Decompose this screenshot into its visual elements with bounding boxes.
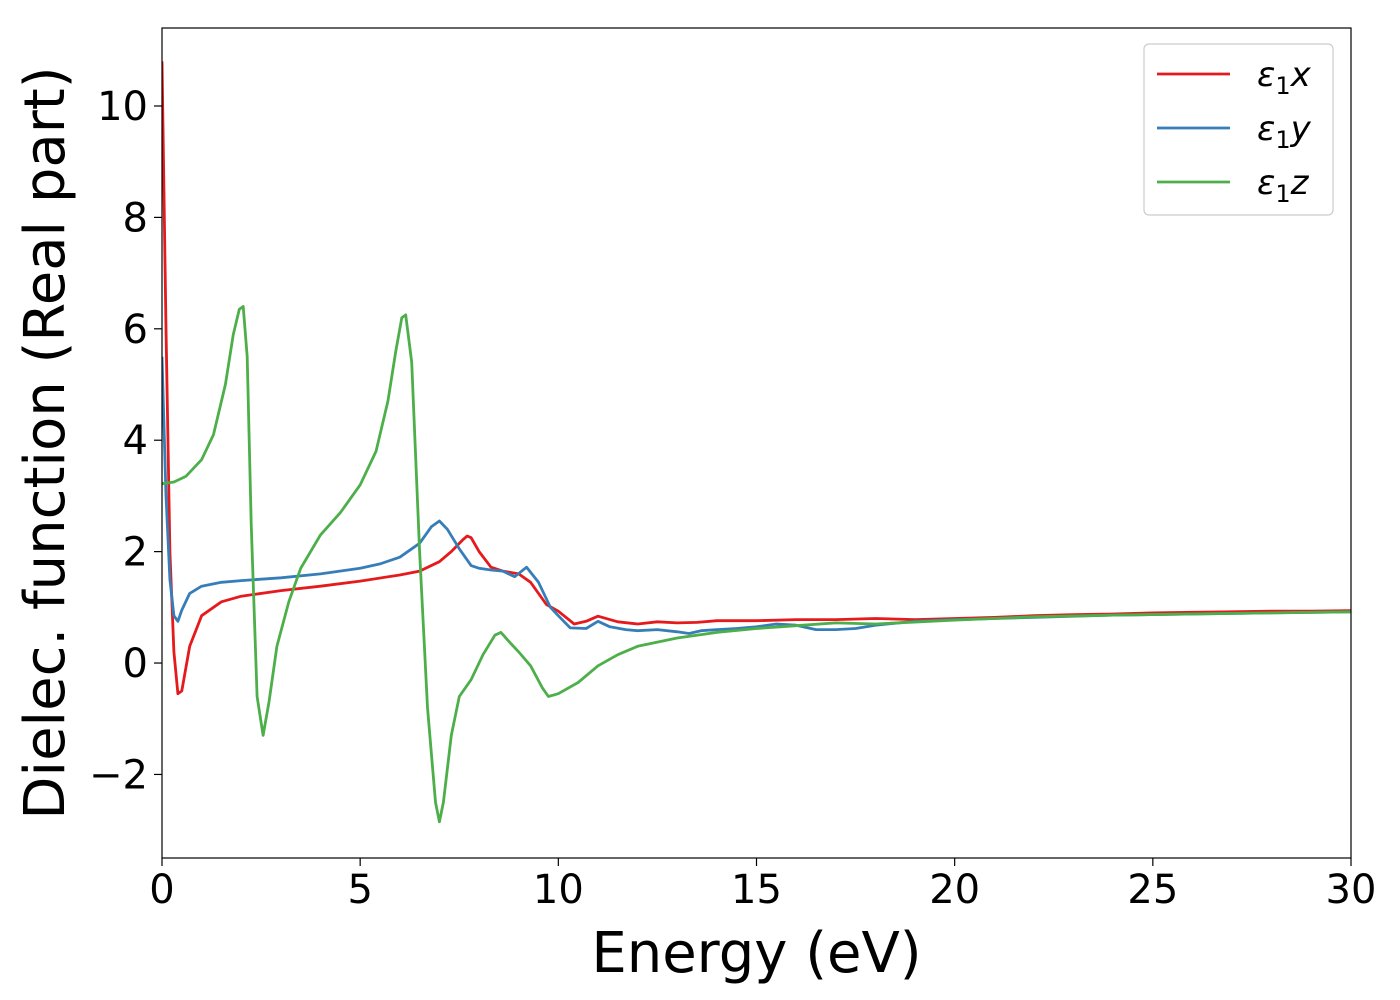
- series-line-2: [162, 305, 1351, 824]
- y-tick-label: 0: [123, 641, 148, 687]
- y-tick-label: 2: [123, 530, 148, 576]
- x-tick-label: 5: [347, 867, 372, 913]
- legend-entry: ε1x: [1157, 55, 1312, 100]
- y-axis-title: Dielec. function (Real part): [13, 66, 78, 819]
- legend-label: ε1z: [1257, 163, 1310, 208]
- x-tick-label: 25: [1127, 867, 1178, 913]
- y-tick-label: 6: [123, 307, 148, 353]
- series-line-1: [162, 356, 1351, 635]
- x-tick-label: 30: [1326, 867, 1377, 913]
- legend-box: [1143, 43, 1334, 216]
- y-tick-label: 4: [123, 418, 148, 464]
- x-axis-title: Energy (eV): [591, 921, 921, 986]
- y-tick-label: −2: [89, 752, 148, 798]
- legend-entry: ε1z: [1157, 163, 1310, 208]
- x-tick-label: 10: [533, 867, 584, 913]
- legend-entry: ε1y: [1157, 109, 1312, 154]
- x-tick-label: 0: [149, 867, 174, 913]
- x-tick-label: 20: [929, 867, 980, 913]
- y-axis: −2 0 2 4 6 8 10: [89, 84, 162, 798]
- y-tick-label: 8: [123, 195, 148, 241]
- x-tick-label: 15: [731, 867, 782, 913]
- legend-label: ε1y: [1257, 109, 1312, 154]
- y-tick-label: 10: [97, 84, 148, 130]
- legend: ε1x ε1y ε1z: [1143, 43, 1334, 216]
- series-lines: [162, 61, 1351, 824]
- legend-label: ε1x: [1257, 55, 1312, 100]
- x-axis: 0 5 10 15 20 25 30: [149, 858, 1376, 913]
